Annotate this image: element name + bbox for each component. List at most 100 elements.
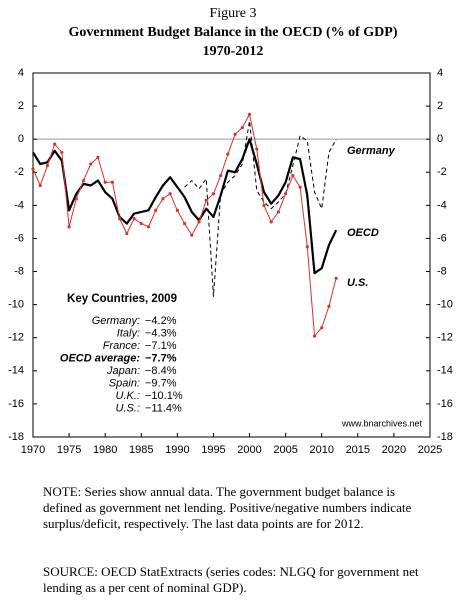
- y2-tick-label: -6: [437, 232, 447, 244]
- y2-tick-label: 0: [437, 133, 443, 145]
- series-marker: [219, 173, 223, 178]
- source-url: www.bnarchives.net: [341, 418, 423, 428]
- series-marker: [291, 173, 295, 178]
- series-marker: [327, 304, 331, 308]
- key-label: OECD average:: [60, 352, 140, 364]
- series-marker: [204, 198, 208, 202]
- series-marker: [334, 276, 338, 280]
- key-label: U.S.:: [116, 402, 140, 414]
- chart-title: Government Budget Balance in the OECD (%…: [69, 25, 398, 40]
- series-marker: [298, 185, 302, 189]
- y-tick-label: -16: [8, 398, 24, 410]
- series-marker: [182, 221, 187, 226]
- plot-frame: [32, 72, 431, 438]
- series-marker: [247, 112, 252, 116]
- series-label: Germany: [347, 145, 396, 157]
- x-tick-label: 2020: [382, 444, 406, 456]
- series-marker: [269, 220, 273, 224]
- series-line: [184, 120, 337, 297]
- figure-label: Figure 3: [209, 6, 256, 21]
- y-tick-label: -2: [14, 166, 24, 178]
- series-marker: [125, 231, 129, 236]
- y2-tick-label: -8: [437, 265, 447, 277]
- x-tick-label: 2000: [237, 444, 261, 456]
- series-marker: [31, 167, 35, 171]
- key-value: −4.2%: [145, 315, 177, 327]
- key-label: Italy:: [117, 327, 140, 339]
- x-tick-label: 2005: [273, 444, 297, 456]
- key-label: France:: [103, 340, 140, 352]
- y-tick-label: 2: [18, 100, 24, 112]
- key-value: −10.1%: [145, 390, 183, 402]
- series-marker: [305, 245, 309, 249]
- y-tick-label: -18: [8, 431, 24, 443]
- x-tick-label: 1985: [129, 444, 153, 456]
- series-marker: [118, 217, 122, 221]
- series-marker: [96, 155, 100, 159]
- key-label: Germany:: [92, 315, 140, 327]
- y2-tick-label: 4: [437, 67, 443, 79]
- series-marker: [60, 150, 64, 155]
- y2-tick-label: -4: [437, 199, 447, 211]
- series-marker: [53, 142, 57, 146]
- note: NOTE: Series show annual data. The gover…: [43, 484, 412, 531]
- key-value: −11.4%: [145, 402, 182, 414]
- series-marker: [168, 192, 172, 196]
- y2-tick-label: 2: [437, 100, 443, 112]
- y-tick-label: -6: [14, 232, 24, 244]
- series-marker: [284, 192, 288, 196]
- series-marker: [38, 183, 42, 188]
- x-tick-label: 2025: [418, 444, 442, 456]
- series-marker: [211, 192, 216, 196]
- y2-tick-label: -12: [437, 332, 453, 344]
- series-marker: [67, 225, 71, 229]
- y-tick-label: -8: [14, 265, 24, 277]
- x-tick-label: 1980: [93, 444, 117, 456]
- series-label: U.S.: [347, 277, 368, 289]
- y-tick-label: -4: [14, 199, 24, 211]
- series-marker: [103, 180, 107, 184]
- y-tick-label: 0: [18, 133, 24, 145]
- key-label: Spain:: [109, 377, 140, 389]
- series-marker: [255, 147, 259, 151]
- series-label: OECD: [347, 227, 379, 239]
- x-tick-label: 1990: [165, 444, 189, 456]
- series-marker: [45, 164, 50, 168]
- series-marker: [161, 197, 165, 201]
- series-marker: [175, 208, 179, 212]
- chart-subtitle: 1970-2012: [203, 44, 264, 59]
- x-tick-label: 1975: [57, 444, 81, 456]
- series-marker: [132, 217, 136, 221]
- x-tick-label: 2015: [346, 444, 370, 456]
- key-value: −9.7%: [145, 377, 177, 389]
- series-marker: [81, 178, 86, 183]
- key-box: Key Countries, 2009 Germany: −4.2% Italy…: [60, 293, 183, 414]
- series-marker: [154, 208, 158, 212]
- series-marker: [190, 233, 194, 237]
- series-marker: [276, 210, 281, 214]
- series-marker: [226, 152, 230, 156]
- x-tick-label: 1995: [201, 444, 225, 456]
- series-marker: [197, 220, 201, 224]
- series-marker: [110, 180, 114, 184]
- y-tick-label: -12: [8, 332, 24, 344]
- series-marker: [262, 203, 266, 207]
- series-marker: [312, 334, 317, 338]
- key-value: −7.7%: [145, 352, 177, 364]
- key-title: Key Countries, 2009: [67, 293, 177, 305]
- series-line: [32, 138, 338, 275]
- series-marker: [240, 126, 244, 130]
- key-value: −7.1%: [145, 340, 177, 352]
- x-tick-label: 2010: [309, 444, 333, 456]
- y2-tick-label: -2: [437, 166, 447, 178]
- key-label: U.K.:: [116, 390, 140, 402]
- series-marker: [320, 326, 324, 330]
- y-tick-label: 4: [18, 67, 24, 79]
- y-tick-label: -14: [8, 365, 24, 377]
- source: SOURCE: OECD StatExtracts (series codes:…: [43, 564, 419, 595]
- y2-tick-label: -10: [437, 299, 453, 311]
- chart: Figure 3 Government Budget Balance in th…: [8, 6, 453, 456]
- x-tick-label: 1970: [21, 444, 45, 456]
- series-marker: [139, 221, 143, 226]
